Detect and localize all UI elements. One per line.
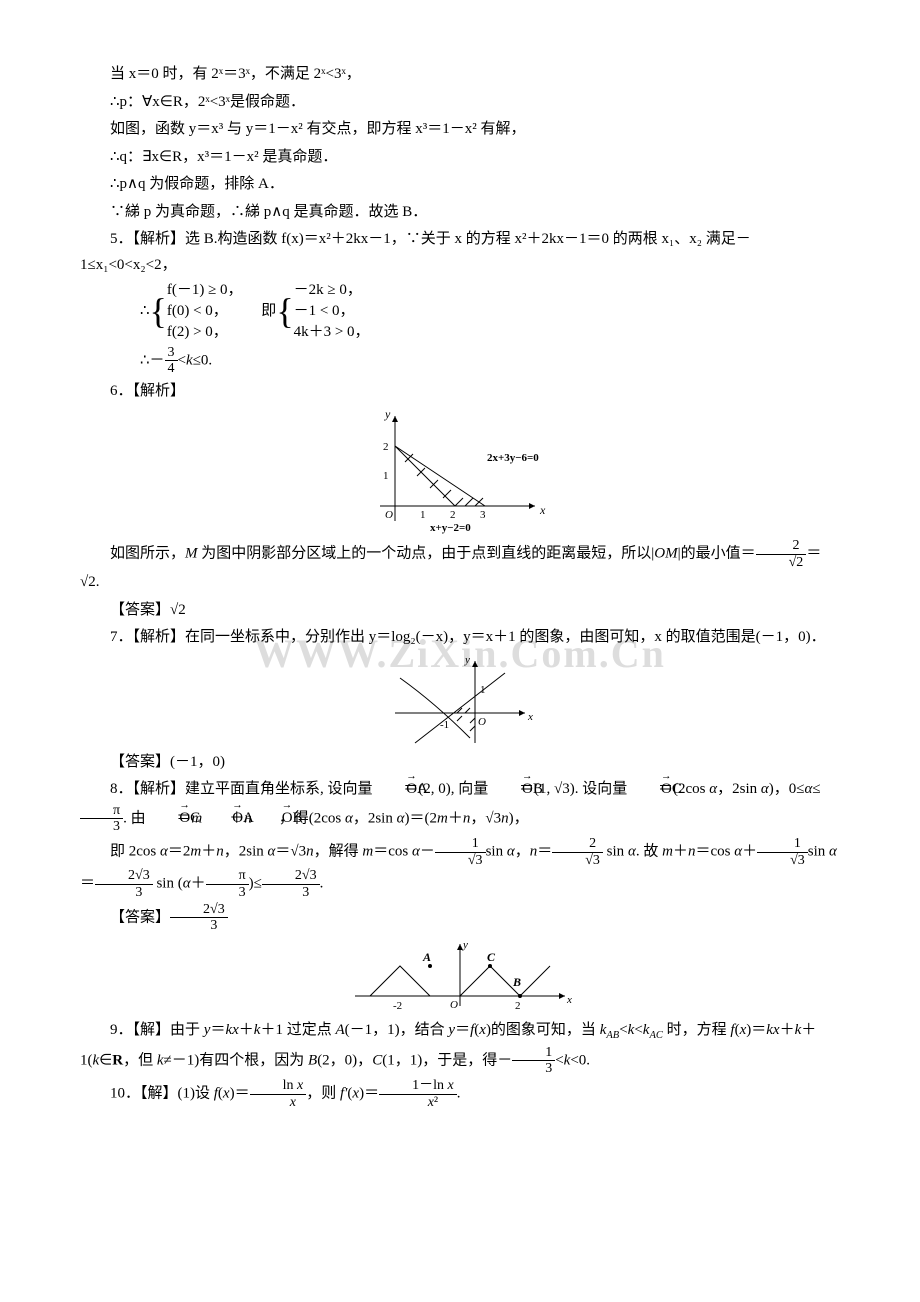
- p5-cond1: f(－1) ≥ 0，: [167, 282, 243, 298]
- graph-6-svg: x y O 1 2 3 1 2 2x+3y−6=0 x+y−2=0: [355, 406, 565, 536]
- p8-text2: 即 2cos α＝2m＋n，2sin α＝√3n，解得 m＝cos α－1√3s…: [80, 836, 840, 900]
- graph-7-svg: x y O 1 -1: [385, 653, 535, 748]
- document-content: 当 x＝0 时，有 2ˣ＝3ˣ，不满足 2ˣ<3ˣ， ∴p：∀x∈R，2ˣ<3ˣ…: [80, 62, 840, 1110]
- svg-text:2: 2: [515, 1000, 521, 1012]
- p4-line4: ∴q：∃x∈R，x³＝1－x² 是真命题．: [80, 145, 840, 171]
- p4-line5: ∴p∧q 为假命题，排除 A．: [80, 172, 840, 198]
- svg-text:x+y−2=0: x+y−2=0: [430, 522, 471, 534]
- svg-text:2x+3y−6=0: 2x+3y−6=0: [487, 452, 539, 464]
- p4-line3: 如图，函数 y＝x³ 与 y＝1－x² 有交点，即方程 x³＝1－x² 有解，: [80, 117, 840, 143]
- p7-answer: 【答案】(－1，0): [80, 750, 840, 776]
- svg-text:1: 1: [420, 509, 426, 521]
- p5-braces: ∴{ f(－1) ≥ 0， f(0) < 0， f(2) > 0， 即{ －2k…: [80, 280, 840, 343]
- p4-line1: 当 x＝0 时，有 2ˣ＝3ˣ，不满足 2ˣ<3ˣ，: [80, 62, 840, 88]
- p6-body: 如图所示，M 为图中阴影部分区域上的一个动点，由于点到直线的距离最短，所以|OM…: [80, 538, 840, 595]
- p4-line2: ∴p：∀x∈R，2ˣ<3ˣ是假命题．: [80, 90, 840, 116]
- p5-cond2: f(0) < 0，: [167, 303, 228, 319]
- p5-cond3: f(2) > 0，: [167, 324, 228, 340]
- p10-text: 10．【解】(1)设 f(x)＝ln xx，则 f′(x)＝1－ln xx².: [80, 1078, 840, 1110]
- svg-text:O: O: [450, 999, 458, 1011]
- p6-answer: 【答案】√2: [80, 598, 840, 624]
- svg-text:1: 1: [480, 684, 486, 696]
- svg-text:-1: -1: [440, 719, 449, 731]
- p7-text: 7．【解析】在同一坐标系中，分别作出 y＝log₂(－x)，y＝x＋1 的图象，…: [80, 625, 840, 651]
- svg-text:B: B: [512, 975, 521, 989]
- svg-text:y: y: [462, 939, 468, 951]
- p5-cond2b: －1 < 0，: [294, 303, 355, 319]
- svg-text:1: 1: [383, 470, 389, 482]
- p8-answer: 【答案】2√33: [80, 902, 840, 934]
- graph-6: x y O 1 2 3 1 2 2x+3y−6=0 x+y−2=0: [80, 406, 840, 536]
- svg-text:A: A: [422, 950, 431, 964]
- svg-text:y: y: [464, 654, 470, 666]
- p9-text: 9．【解】由于 y＝kx＋k＋1 过定点 A(－1，1)，结合 y＝f(x)的图…: [80, 1018, 840, 1077]
- svg-text:3: 3: [480, 509, 486, 521]
- graph-9-svg: x y O A C B -2 2: [345, 936, 575, 1016]
- p5-text: 5．【解析】选 B.构造函数 f(x)＝x²＋2kx－1，∵关于 x 的方程 x…: [80, 227, 840, 278]
- svg-text:O: O: [385, 509, 393, 521]
- p5-cond1b: －2k ≥ 0，: [294, 282, 362, 298]
- svg-text:x: x: [527, 711, 533, 723]
- svg-text:x: x: [539, 503, 546, 517]
- p6-title: 6．【解析】: [80, 379, 840, 405]
- svg-text:x: x: [566, 994, 572, 1006]
- svg-text:2: 2: [383, 441, 389, 453]
- p5-conclusion: ∴－34<k≤0.: [80, 345, 840, 377]
- svg-text:O: O: [478, 716, 486, 728]
- svg-text:-2: -2: [393, 1000, 402, 1012]
- p4-line6: ∵綈 p 为真命题，∴綈 p∧q 是真命题．故选 B．: [80, 200, 840, 226]
- svg-text:2: 2: [450, 509, 456, 521]
- svg-text:y: y: [384, 407, 391, 421]
- graph-9: x y O A C B -2 2: [80, 936, 840, 1016]
- p5-cond3b: 4k＋3 > 0，: [294, 324, 370, 340]
- p8-text: 8．【解析】建立平面直角坐标系, 设向量 OA＝(2, 0), 向量 OB＝(1…: [80, 777, 840, 834]
- svg-text:C: C: [487, 950, 496, 964]
- graph-7: x y O 1 -1: [80, 653, 840, 748]
